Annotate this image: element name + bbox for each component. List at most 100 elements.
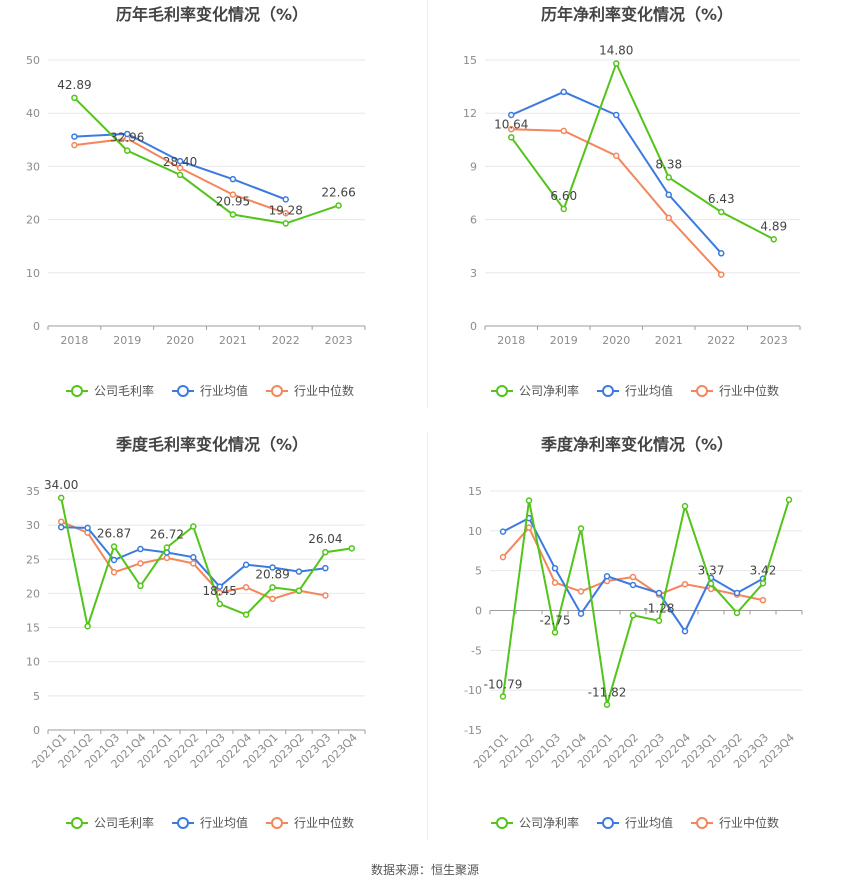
panel-quarterly-gross: 季度毛利率变化情况（%） 0 5 10 15 20 25 30 35 2021Q1 2021Q2 20… xyxy=(0,430,425,860)
data-point-0 xyxy=(718,208,725,216)
data-point-2 xyxy=(525,524,533,531)
x-tick-label: 2023 xyxy=(325,334,353,347)
data-point-1 xyxy=(57,523,65,531)
legend-marker xyxy=(696,817,708,829)
data-label: -2.75 xyxy=(539,613,570,627)
data-point-2 xyxy=(242,584,250,591)
data-point-2 xyxy=(229,191,237,198)
data-point-0 xyxy=(110,543,118,550)
data-point-1 xyxy=(84,524,91,532)
data-point-1 xyxy=(242,561,250,568)
y-tick-label: 0 xyxy=(470,320,477,333)
data-label: 6.43 xyxy=(708,192,735,206)
data-label: 3.37 xyxy=(698,564,725,578)
y-tick-label: 6 xyxy=(470,214,477,227)
chart-title: 季度净利率变化情况（%） xyxy=(540,435,733,454)
data-point-2 xyxy=(71,141,78,149)
chart-title: 历年净利率变化情况（%） xyxy=(541,5,733,24)
legend-label: 行业均值 xyxy=(200,815,248,830)
data-point-2 xyxy=(163,554,171,562)
chart-title: 历年毛利率变化情况（%） xyxy=(116,5,308,24)
data-source: 数据来源：恒生聚源 xyxy=(370,863,479,877)
data-point-0 xyxy=(71,94,78,102)
legend-marker xyxy=(177,385,189,397)
data-point-1 xyxy=(718,250,725,257)
legend-marker xyxy=(271,817,283,829)
data-point-0 xyxy=(84,622,91,630)
data-point-1 xyxy=(322,564,329,572)
data-label: 26.04 xyxy=(308,532,342,546)
data-point-2 xyxy=(322,592,329,599)
legend-marker xyxy=(696,385,708,397)
data-point-0 xyxy=(176,171,184,179)
legend-label: 行业中位数 xyxy=(294,383,354,398)
data-label: 32.96 xyxy=(110,131,144,145)
data-point-0 xyxy=(229,211,237,218)
data-point-2 xyxy=(176,164,184,172)
legend-label: 行业均值 xyxy=(625,815,673,830)
panel-annual-gross: 历年毛利率变化情况（%） 0 10 20 30 40 50 2018 2019 2020 2021 2… xyxy=(0,0,425,430)
data-label: 4.89 xyxy=(760,219,787,233)
y-tick-label: -5 xyxy=(471,644,482,657)
data-point-0 xyxy=(57,494,65,502)
data-point-0 xyxy=(560,205,567,213)
y-tick-label: 0 xyxy=(475,605,482,618)
y-tick-label: 5 xyxy=(33,690,40,703)
data-point-0 xyxy=(295,587,303,594)
data-point-0 xyxy=(335,202,342,209)
data-point-0 xyxy=(655,617,663,624)
data-point-2 xyxy=(629,573,637,581)
divider-top xyxy=(427,0,428,408)
legend-label: 公司毛利率 xyxy=(94,383,154,398)
data-point-1 xyxy=(603,572,611,580)
chart-quarterly-net: 季度净利率变化情况（%）-15-10-50510152021Q12021Q220… xyxy=(464,435,803,830)
legend-label: 行业均值 xyxy=(625,383,673,398)
y-tick-label: 15 xyxy=(26,622,40,635)
data-point-1 xyxy=(577,610,585,617)
data-point-1 xyxy=(71,133,78,140)
data-point-1 xyxy=(613,111,620,119)
data-point-1 xyxy=(629,581,637,589)
data-point-0 xyxy=(785,496,793,504)
legend-label: 行业中位数 xyxy=(294,815,354,830)
legend-label: 行业中位数 xyxy=(719,383,779,398)
x-tick-label: 2020 xyxy=(166,334,194,347)
chart-quarterly-gross: 季度毛利率变化情况（%）051015202530352021Q12021Q220… xyxy=(26,435,366,830)
y-tick-label: 10 xyxy=(26,656,40,669)
data-label: -11.82 xyxy=(588,686,627,700)
data-label: 22.66 xyxy=(321,185,355,199)
data-label: 20.95 xyxy=(216,195,250,209)
data-point-0 xyxy=(242,611,250,618)
y-tick-label: -15 xyxy=(464,724,482,737)
legend-marker xyxy=(177,817,189,829)
data-point-2 xyxy=(137,560,144,567)
x-tick-label: 2022 xyxy=(272,334,300,347)
series-line-0 xyxy=(73,97,339,225)
series-line-0 xyxy=(510,60,775,241)
data-point-2 xyxy=(613,152,620,160)
chart-title: 季度毛利率变化情况（%） xyxy=(115,435,308,454)
data-label: 8.38 xyxy=(655,157,682,171)
data-point-0 xyxy=(124,147,131,154)
data-point-0 xyxy=(629,612,637,619)
legend-marker xyxy=(271,385,283,397)
legend-label: 公司净利率 xyxy=(519,383,579,398)
legend-label: 公司净利率 xyxy=(519,815,579,830)
y-tick-label: 15 xyxy=(468,485,482,498)
data-point-0 xyxy=(733,609,741,617)
data-label: 18.45 xyxy=(203,584,237,598)
data-point-0 xyxy=(163,544,171,551)
data-point-2 xyxy=(560,127,567,135)
data-point-2 xyxy=(110,569,118,576)
data-point-2 xyxy=(190,560,197,567)
data-label: 28.40 xyxy=(163,155,197,169)
data-label: 42.89 xyxy=(57,78,91,92)
data-point-2 xyxy=(499,553,507,561)
chart-annual-net: 历年净利率变化情况（%） 0 3 6 9 12 15 2018 2019 2020 2021 2022… xyxy=(463,5,801,398)
y-tick-label: 30 xyxy=(26,160,40,173)
data-point-2 xyxy=(718,271,725,278)
data-point-0 xyxy=(499,693,507,700)
data-point-1 xyxy=(665,191,672,199)
data-point-1 xyxy=(190,553,197,561)
data-label: 14.80 xyxy=(599,44,633,58)
